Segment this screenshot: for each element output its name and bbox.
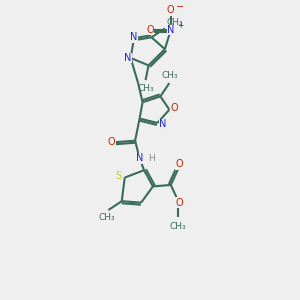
Text: O: O — [176, 159, 184, 169]
Text: S: S — [115, 171, 121, 181]
Text: N: N — [124, 53, 131, 63]
Text: O: O — [167, 5, 175, 15]
Text: N: N — [167, 25, 175, 35]
Text: −: − — [176, 2, 184, 12]
Text: O: O — [107, 137, 115, 147]
Text: CH₃: CH₃ — [170, 222, 187, 231]
Text: N: N — [159, 119, 166, 129]
Text: O: O — [176, 198, 184, 208]
Text: H: H — [148, 154, 155, 163]
Text: +: + — [177, 21, 183, 30]
Text: CH₃: CH₃ — [166, 18, 183, 27]
Text: O: O — [146, 25, 154, 35]
Text: CH₃: CH₃ — [161, 71, 178, 80]
Text: N: N — [136, 153, 143, 164]
Text: CH₃: CH₃ — [137, 84, 154, 93]
Text: N: N — [130, 32, 137, 42]
Text: CH₃: CH₃ — [99, 213, 115, 222]
Text: O: O — [171, 103, 178, 113]
